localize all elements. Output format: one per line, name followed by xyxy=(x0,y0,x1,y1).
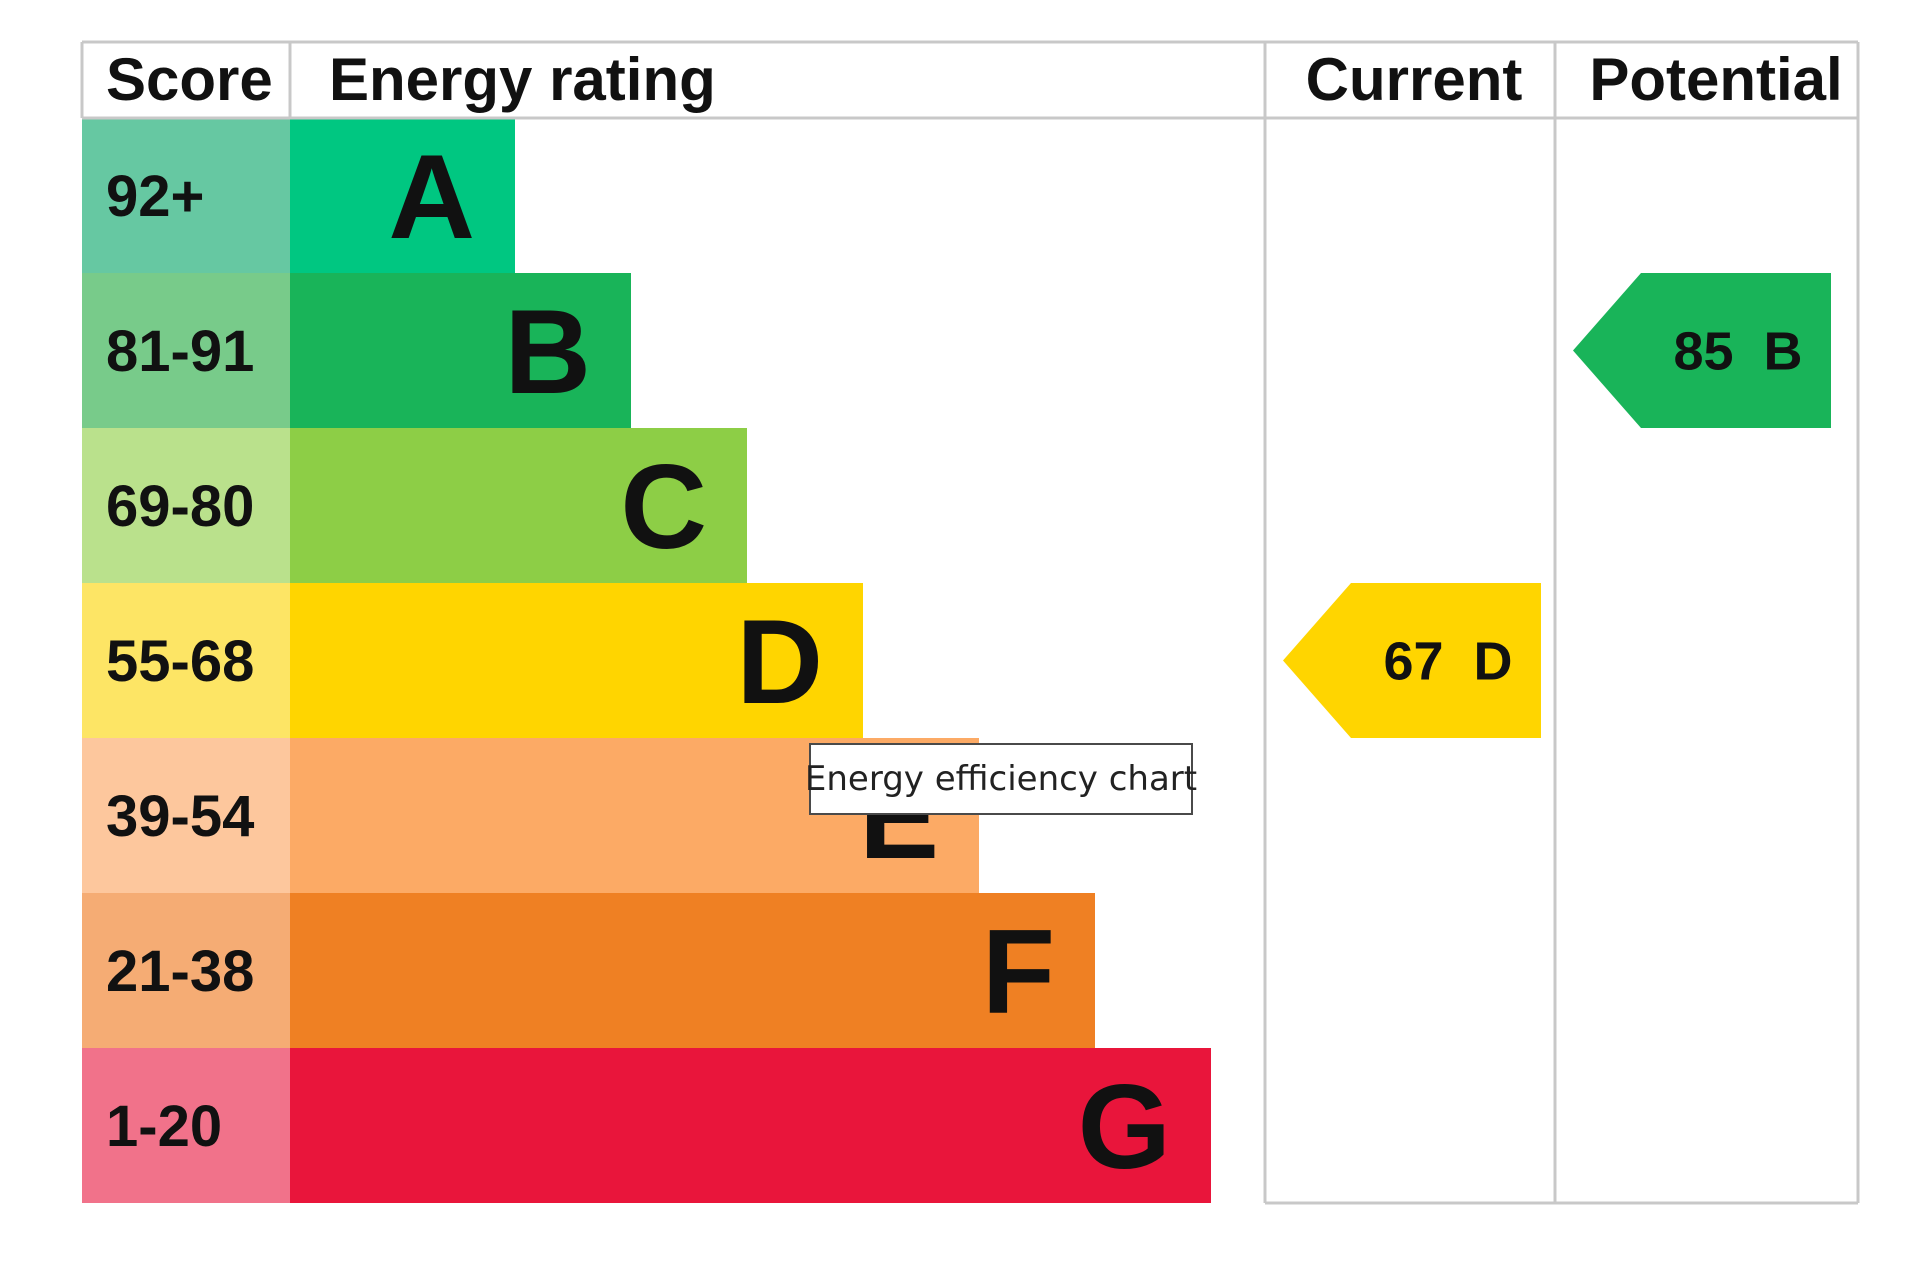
score-range-f: 21-38 xyxy=(106,939,254,1004)
potential-rating-label: 85 B xyxy=(1673,322,1802,382)
band-bar-d xyxy=(290,583,863,738)
score-cell-a xyxy=(82,118,290,273)
score-header: Score xyxy=(106,46,273,113)
score-range-d: 55-68 xyxy=(106,629,254,694)
grid-lines xyxy=(80,40,1860,1205)
band-bar-g xyxy=(290,1048,1211,1203)
score-range-g: 1-20 xyxy=(106,1094,222,1159)
score-cell-f xyxy=(82,893,290,1048)
current-rating-arrow xyxy=(1283,583,1541,738)
current-rating-label: 67 D xyxy=(1383,632,1512,692)
score-range-b: 81-91 xyxy=(106,319,254,384)
band-letter-a: A xyxy=(388,130,475,264)
current-header: Current xyxy=(1306,46,1523,113)
score-range-e: 39-54 xyxy=(106,784,254,849)
score-cell-e xyxy=(82,738,290,893)
score-cell-b xyxy=(82,273,290,428)
bands-layer: 92+ A81-91 B69-80 C55-68 D39-54 E21-38 F1-20 G xyxy=(82,118,1211,1203)
potential-header: Potential xyxy=(1589,46,1842,113)
potential-rating-arrow xyxy=(1573,273,1831,428)
band-letter-d: D xyxy=(736,595,823,729)
energy-rating-header: Energy rating xyxy=(329,46,716,113)
score-range-c: 69-80 xyxy=(106,474,254,539)
band-bar-b xyxy=(290,273,631,428)
score-cell-c xyxy=(82,428,290,583)
band-letter-b: B xyxy=(504,285,591,419)
rating-arrows: 67 D 85 B xyxy=(1283,273,1831,738)
band-letter-c: C xyxy=(620,440,707,574)
score-range-a: 92+ xyxy=(106,164,204,229)
band-letter-f: F xyxy=(982,905,1055,1039)
band-bar-f xyxy=(290,893,1095,1048)
score-cell-d xyxy=(82,583,290,738)
band-letter-g: G xyxy=(1078,1060,1171,1194)
chart-tooltip: Energy efficiency chart xyxy=(805,743,1197,815)
band-bar-a xyxy=(290,118,515,273)
band-bar-c xyxy=(290,428,747,583)
score-cell-g xyxy=(82,1048,290,1203)
